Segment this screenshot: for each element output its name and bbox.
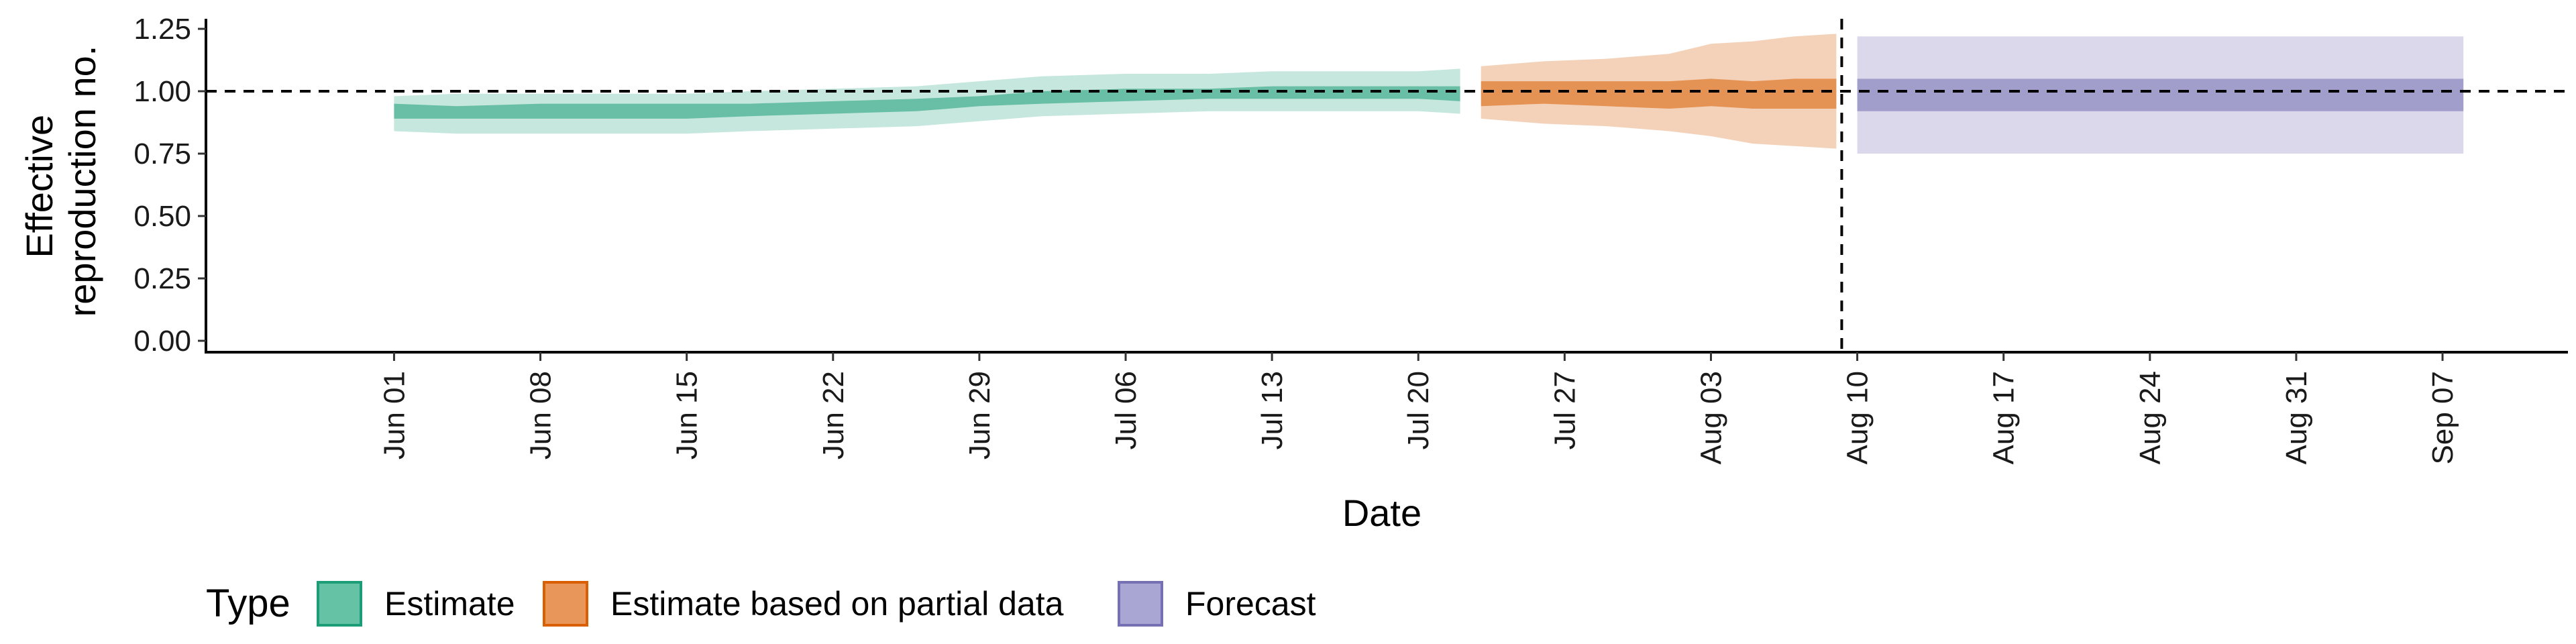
x-tick-label: Aug 10 — [1841, 371, 1874, 464]
y-axis-title: Effective reproduction no. — [18, 46, 103, 317]
x-tick-label: Aug 17 — [1988, 371, 2021, 464]
y-axis-title-line-2: reproduction no. — [61, 46, 103, 317]
x-tick-label: Jun 08 — [525, 371, 557, 460]
legend-title: Type — [206, 582, 290, 625]
credible-interval-bands — [394, 34, 2464, 154]
band-50-estimate-based-on-partial-data — [1481, 78, 1837, 109]
legend-label-forecast: Forecast — [1185, 585, 1316, 623]
x-tick-label: Jun 29 — [963, 371, 996, 460]
y-axis-ticks: 0.00 0.25 0.50 0.75 1.00 1.25 — [133, 13, 206, 358]
y-tick-label: 1.00 — [133, 75, 191, 108]
x-tick-label: Jul 06 — [1110, 371, 1142, 449]
legend-label-estimate: Estimate — [384, 585, 515, 623]
band-50-forecast — [1857, 78, 2464, 111]
x-tick-label: Jul 27 — [1548, 371, 1581, 449]
x-tick-label: Aug 03 — [1695, 371, 1728, 464]
x-tick-label: Sep 07 — [2426, 371, 2459, 464]
y-tick-label: 0.75 — [133, 138, 191, 170]
band-50-estimate — [394, 86, 1460, 119]
y-tick-label: 0.00 — [133, 325, 191, 358]
y-tick-label: 0.50 — [133, 200, 191, 233]
legend-key-forecast — [1118, 581, 1163, 627]
legend-key-estimate — [317, 581, 362, 627]
x-axis-title: Date — [1342, 492, 1421, 534]
x-tick-label: Jul 20 — [1402, 371, 1435, 449]
legend: Type Estimate Estimate based on partial … — [206, 581, 1316, 627]
legend-key-partial — [543, 581, 588, 627]
x-tick-label: Aug 24 — [2134, 371, 2167, 464]
x-tick-label: Jun 15 — [671, 371, 704, 460]
y-tick-label: 0.25 — [133, 262, 191, 295]
x-tick-label: Aug 31 — [2280, 371, 2313, 464]
axes — [205, 19, 2568, 354]
y-axis-title-line-1: Effective — [18, 115, 60, 258]
y-tick-label: 1.25 — [133, 13, 191, 46]
x-axis-ticks: Jun 01 Jun 08 Jun 15 Jun 22 Jun 29 Jul 06 Jul … — [378, 352, 2459, 464]
legend-label-partial: Estimate based on partial data — [610, 585, 1064, 623]
x-tick-label: Jun 22 — [817, 371, 850, 460]
x-tick-label: Jun 01 — [378, 371, 411, 460]
x-tick-label: Jul 13 — [1256, 371, 1289, 449]
